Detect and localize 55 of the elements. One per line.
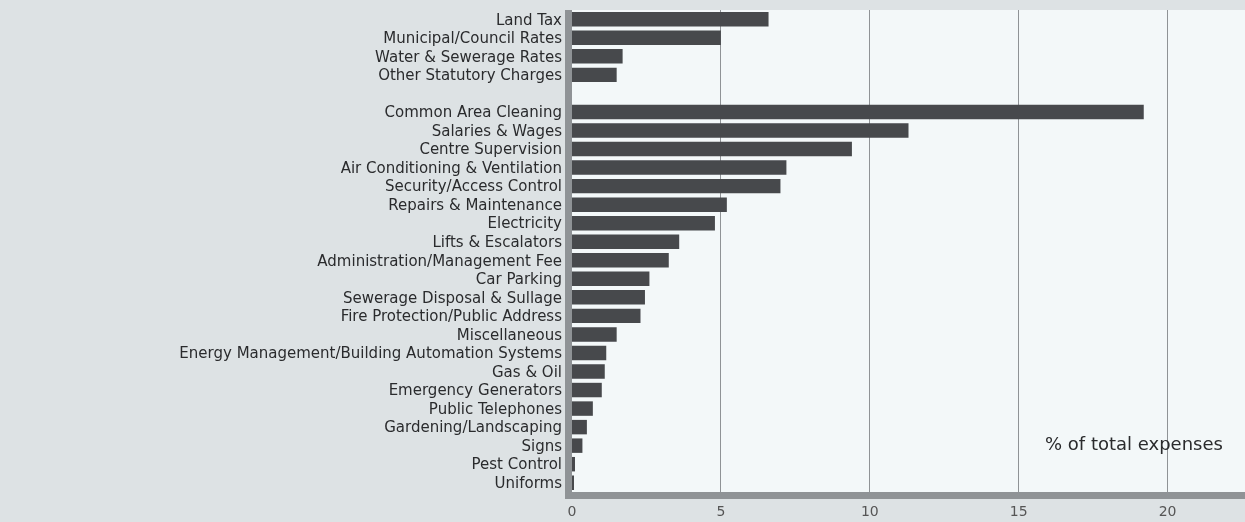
- y-tick-label: Gas & Oil: [491, 362, 562, 381]
- bar: [572, 141, 852, 157]
- bar: [572, 30, 721, 46]
- y-tick-label: Municipal/Council Rates: [383, 29, 563, 48]
- y-tick-label: Uniforms: [494, 473, 563, 492]
- y-tick-label: Energy Management/Building Automation Systems: [179, 344, 563, 363]
- y-tick-label: Repairs & Maintenance: [388, 195, 562, 214]
- x-tick-label: 20: [1158, 502, 1177, 519]
- bar: [572, 271, 650, 287]
- bar: [572, 197, 727, 212]
- y-tick-label: Other Statutory Charges: [378, 66, 563, 85]
- bar: [572, 438, 583, 453]
- x-tick-label: 10: [860, 502, 879, 519]
- bar: [572, 253, 669, 268]
- bar: [572, 419, 587, 435]
- y-tick-label: Land Tax: [495, 10, 563, 29]
- y-tick-label: Water & Sewerage Rates: [375, 47, 563, 66]
- x-axis-title: % of total expenses: [1045, 433, 1223, 454]
- y-tick-label: Administration/Management Fee: [317, 251, 562, 270]
- bar: [572, 215, 715, 231]
- y-tick-label: Emergency Generators: [388, 381, 563, 400]
- bar: [572, 178, 781, 194]
- bar: [572, 123, 909, 138]
- bar: [572, 160, 787, 175]
- y-tick-label: Common Area Cleaning: [384, 103, 562, 122]
- x-tick-label: 0: [567, 502, 577, 519]
- y-tick-label: Public Telephones: [428, 399, 563, 418]
- bar: [572, 327, 617, 342]
- y-tick-label: Fire Protection/Public Address: [340, 307, 563, 326]
- y-tick-label: Sewerage Disposal & Sullage: [342, 288, 562, 307]
- bar: [572, 456, 575, 472]
- bar: [572, 49, 623, 64]
- y-tick-label: Salaries & Wages: [431, 121, 563, 140]
- y-tick-label: Pest Control: [471, 455, 562, 474]
- y-tick-label: Air Conditioning & Ventilation: [340, 158, 562, 177]
- y-tick-label: Centre Supervision: [419, 140, 562, 159]
- bar: [572, 364, 605, 379]
- bar: [572, 104, 1144, 120]
- y-tick-label: Gardening/Landscaping: [384, 418, 562, 437]
- bar: [572, 234, 680, 249]
- y-tick-label: Signs: [521, 436, 563, 455]
- bar: [572, 345, 607, 361]
- bar: [572, 401, 593, 416]
- bar: [572, 382, 602, 398]
- bar: [572, 308, 641, 324]
- y-tick-label: Lifts & Escalators: [432, 232, 563, 251]
- x-tick-label: 15: [1009, 502, 1028, 519]
- bar: [572, 12, 769, 27]
- bar: [572, 67, 617, 83]
- x-tick-label: 5: [716, 502, 726, 519]
- y-tick-label: Miscellaneous: [456, 325, 563, 344]
- y-tick-label: Security/Access Control: [385, 177, 562, 196]
- y-tick-label: Electricity: [487, 214, 563, 233]
- y-tick-label: Car Parking: [475, 270, 562, 289]
- bar: [572, 290, 645, 305]
